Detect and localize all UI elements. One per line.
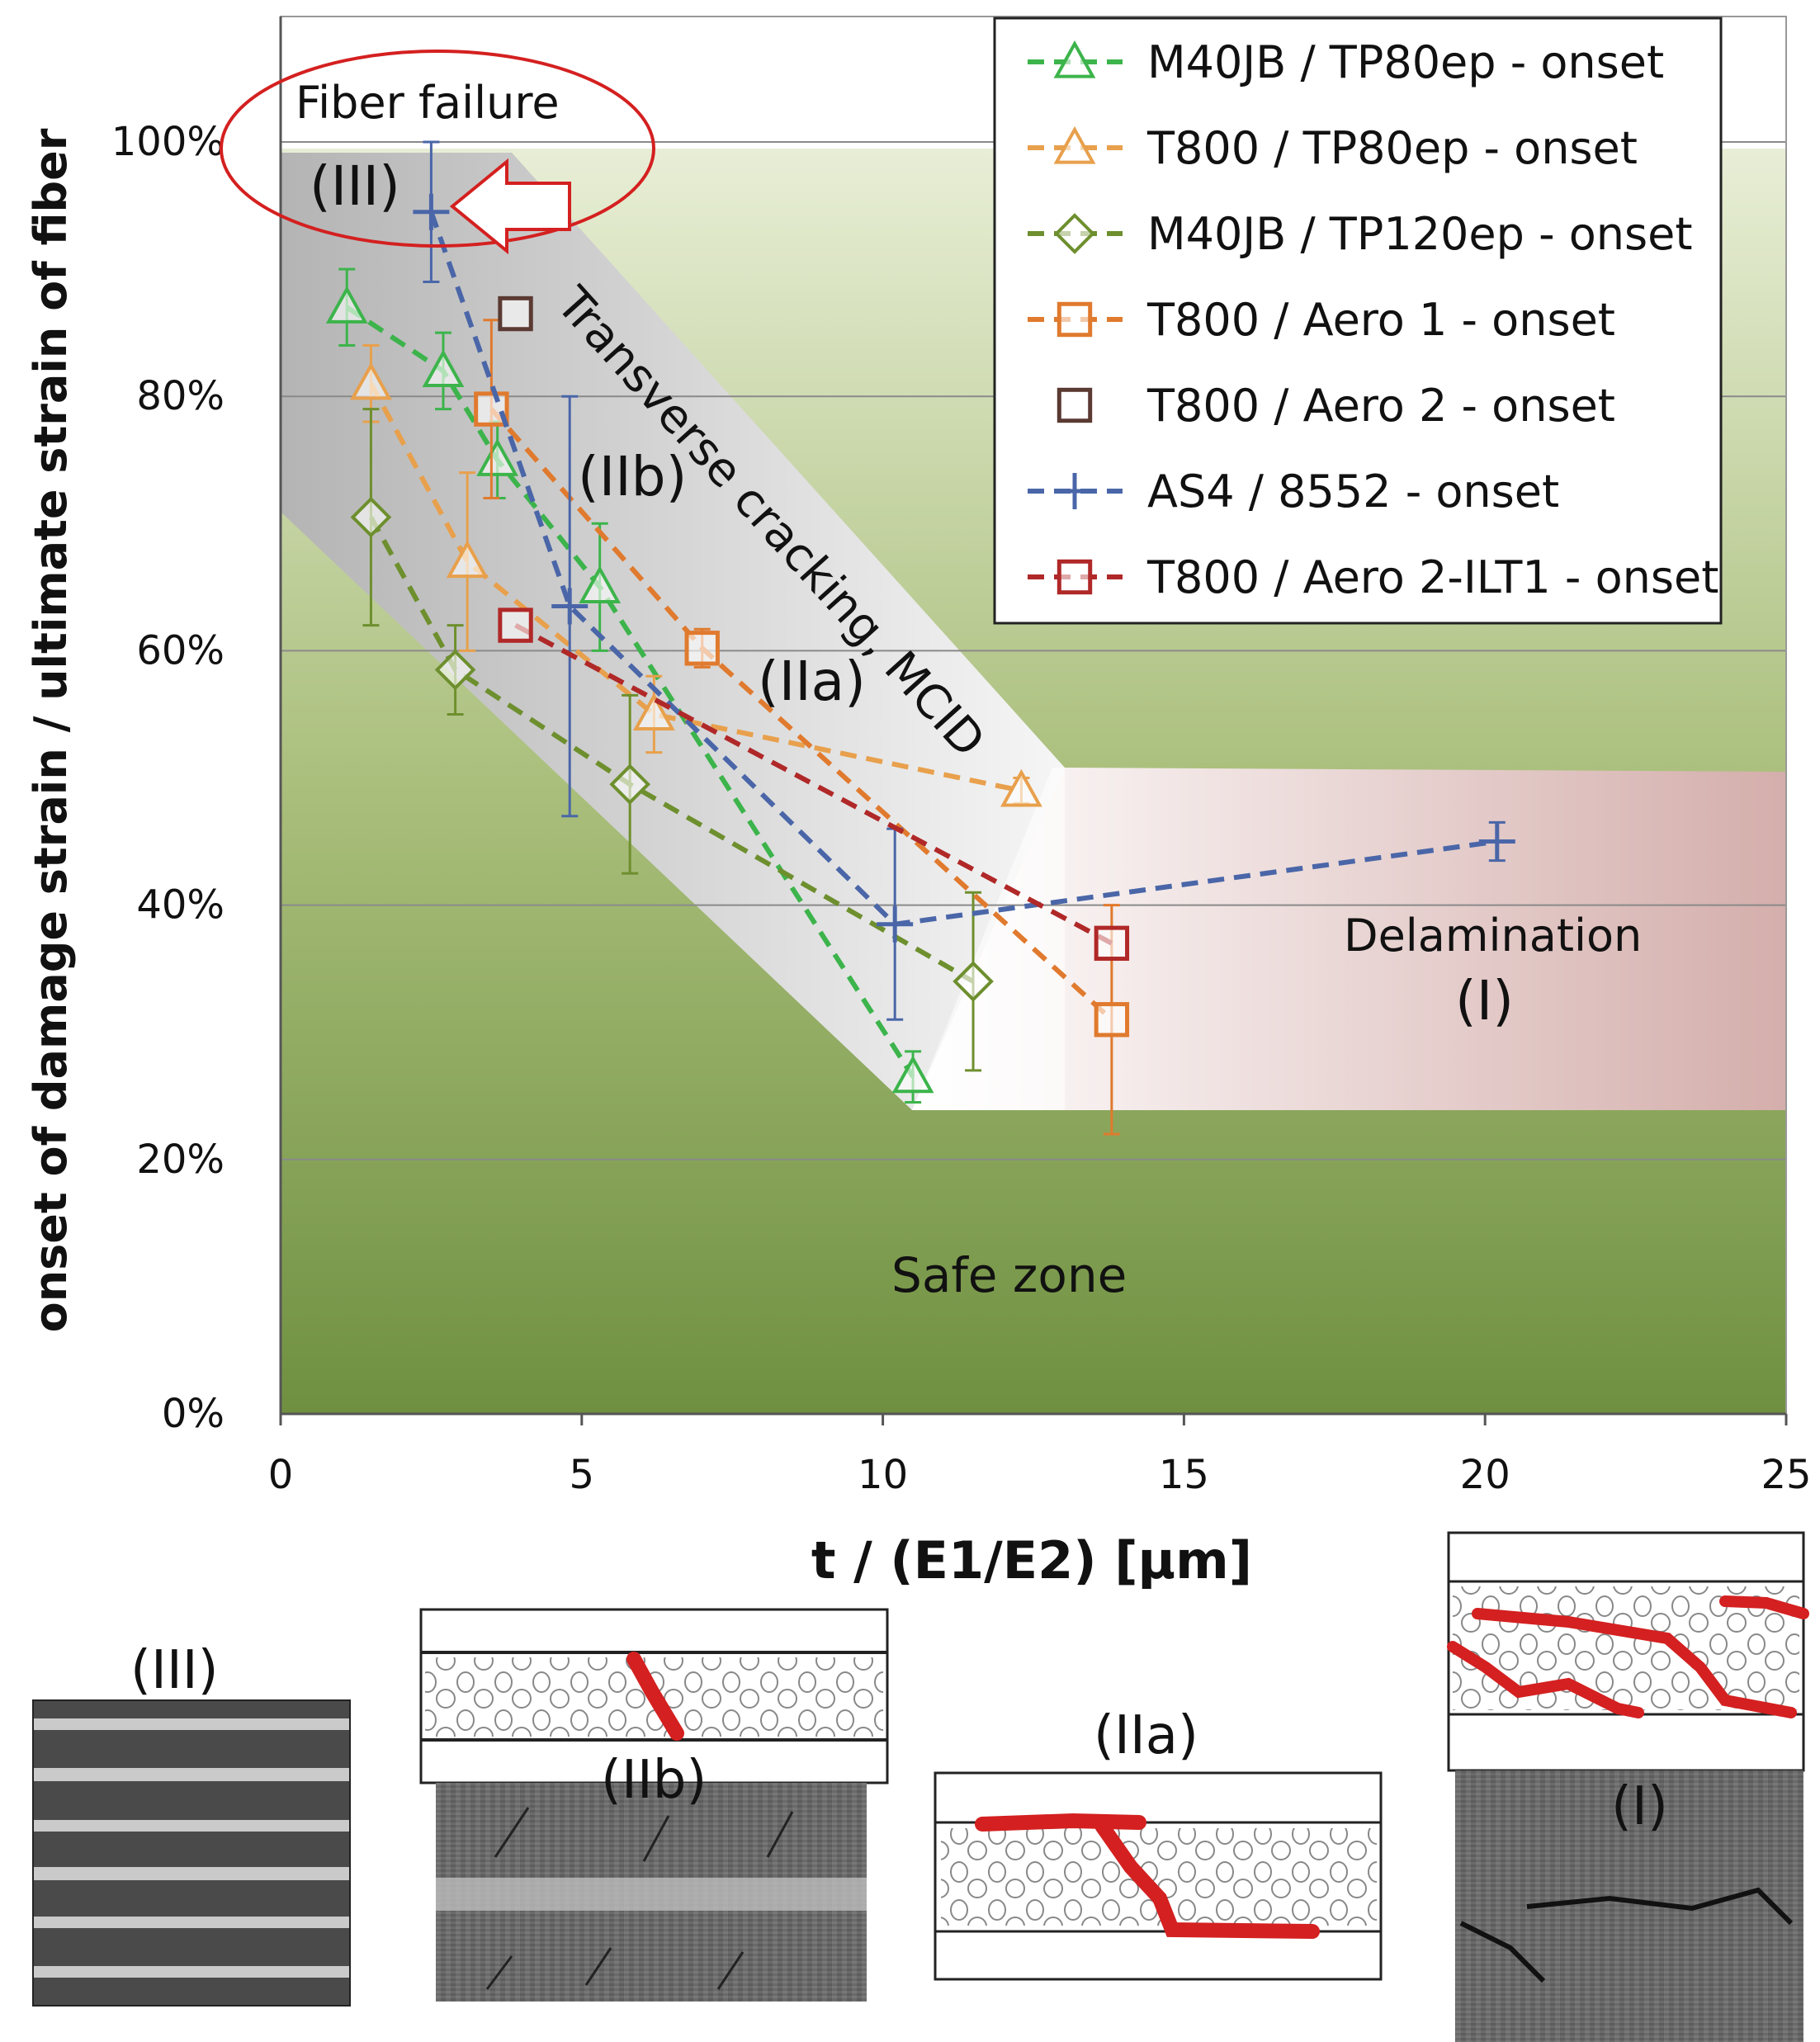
data-point <box>434 649 476 691</box>
legend: M40JB / TP80ep - onset T800 / TP80ep - on… <box>993 17 1723 625</box>
data-point <box>422 349 465 387</box>
fiber-failure-label: Fiber failure <box>295 77 560 129</box>
data-point <box>498 295 533 332</box>
legend-label: AS4 / 8552 - onset <box>1147 466 1559 518</box>
legend-label: M40JB / TP120ep - onset <box>1147 208 1693 260</box>
data-point <box>413 193 450 230</box>
x-tick-label: 25 <box>1761 1452 1811 1498</box>
x-axis: 0 5 10 15 20 25 <box>268 1412 1812 1498</box>
legend-marker <box>1057 387 1093 423</box>
schematic-iia <box>934 1771 1383 1981</box>
legend-entry: M40JB / TP80ep - onset <box>1028 36 1664 88</box>
transverse-zone-white-edge <box>912 768 1065 1110</box>
series-line <box>428 210 1498 927</box>
data-point <box>350 496 392 538</box>
y-tick-label: 0% <box>162 1391 225 1437</box>
legend-marker <box>1053 40 1096 78</box>
legend-entry: T800 / Aero 1 - onset <box>1028 294 1615 346</box>
legend-label: T800 / Aero 2 - onset <box>1146 380 1615 432</box>
region-iii-label: (III) <box>310 154 400 218</box>
micrograph-iii-label: (III) <box>130 1640 219 1701</box>
data-point <box>891 1055 934 1094</box>
data-point <box>953 961 994 1002</box>
data-point <box>446 540 489 579</box>
legend-marker <box>1057 559 1093 595</box>
series-0 <box>325 267 934 1104</box>
data-point <box>498 607 533 643</box>
series-6 <box>498 607 1130 962</box>
series-5 <box>413 140 1515 1021</box>
series-1 <box>350 344 1042 807</box>
micrograph-panels: (III) (IIb) <box>32 1531 1809 2042</box>
legend-entry: T800 / Aero 2-ILT1 - onset <box>1028 551 1718 603</box>
legend-label: M40JB / TP80ep - onset <box>1147 36 1664 88</box>
series-line <box>368 382 1023 793</box>
arrow-icon <box>449 158 571 255</box>
y-axis: 0% 20% 40% 60% 80% 100% <box>111 17 282 1437</box>
data-point <box>1000 768 1042 807</box>
y-tick-label: 20% <box>136 1137 225 1183</box>
micrograph-i-image <box>1455 1770 1803 2042</box>
x-tick-label: 15 <box>1159 1452 1209 1498</box>
micrograph-iib-label: (IIb) <box>601 1750 707 1811</box>
schematic-i <box>1447 1531 1809 1772</box>
region-iia-label: (IIa) <box>758 650 866 713</box>
data-point <box>579 565 622 603</box>
y-tick-label: 40% <box>136 882 225 929</box>
legend-entry: AS4 / 8552 - onset <box>1028 466 1559 518</box>
legend-entry: T800 / TP80ep - onset <box>1028 122 1638 174</box>
legend-marker <box>1054 213 1095 254</box>
series-3 <box>474 319 1130 1136</box>
legend-entry: M40JB / TP120ep - onset <box>1028 208 1693 260</box>
y-axis-title: onset of damage strain / ultimate strain… <box>25 128 77 1332</box>
series-layer <box>325 140 1515 1136</box>
series-line <box>368 516 975 984</box>
micrograph-iii-image <box>32 1699 351 2007</box>
region-i-label: (I) <box>1455 969 1514 1033</box>
data-point <box>877 905 914 943</box>
x-axis-title: t / (E1/E2) [μm] <box>811 1530 1252 1591</box>
micrograph-iia-label: (IIa) <box>1094 1705 1198 1766</box>
legend-label: T800 / Aero 1 - onset <box>1146 294 1615 346</box>
data-point <box>1094 1002 1130 1038</box>
data-point <box>350 362 392 400</box>
data-point <box>632 692 675 731</box>
y-tick-label: 60% <box>136 627 225 674</box>
legend-entry: T800 / Aero 2 - onset <box>1057 380 1615 432</box>
y-tick-label: 80% <box>136 373 225 419</box>
data-point <box>325 286 368 324</box>
delamination-zone <box>912 768 1786 1110</box>
data-point <box>1094 925 1130 962</box>
region-iib-label: (IIb) <box>578 445 687 508</box>
legend-label: T800 / TP80ep - onset <box>1146 122 1638 174</box>
series-line <box>514 622 1113 946</box>
x-tick-label: 0 <box>268 1452 294 1498</box>
legend-marker <box>1057 473 1093 509</box>
data-point <box>476 438 519 476</box>
x-tick-label: 10 <box>858 1452 908 1498</box>
delamination-label: Delamination <box>1344 910 1642 962</box>
micrograph-i-label: (I) <box>1611 1776 1668 1837</box>
fiber-failure-ellipse <box>220 50 655 248</box>
legend-marker <box>1053 125 1096 164</box>
series-2 <box>350 408 994 1072</box>
x-tick-label: 5 <box>570 1452 595 1498</box>
legend-label: T800 / Aero 2-ILT1 - onset <box>1146 551 1718 603</box>
schematic-iib <box>419 1608 889 1784</box>
data-point <box>609 763 650 806</box>
x-tick-label: 20 <box>1460 1452 1510 1498</box>
micrograph-iib-image <box>436 1783 867 2002</box>
series-4 <box>498 295 533 332</box>
legend-marker <box>1057 301 1093 338</box>
safe-zone-label: Safe zone <box>891 1247 1127 1303</box>
data-point <box>684 631 720 666</box>
data-point <box>1478 823 1515 860</box>
y-tick-label: 100% <box>111 119 225 165</box>
data-point <box>551 588 589 625</box>
